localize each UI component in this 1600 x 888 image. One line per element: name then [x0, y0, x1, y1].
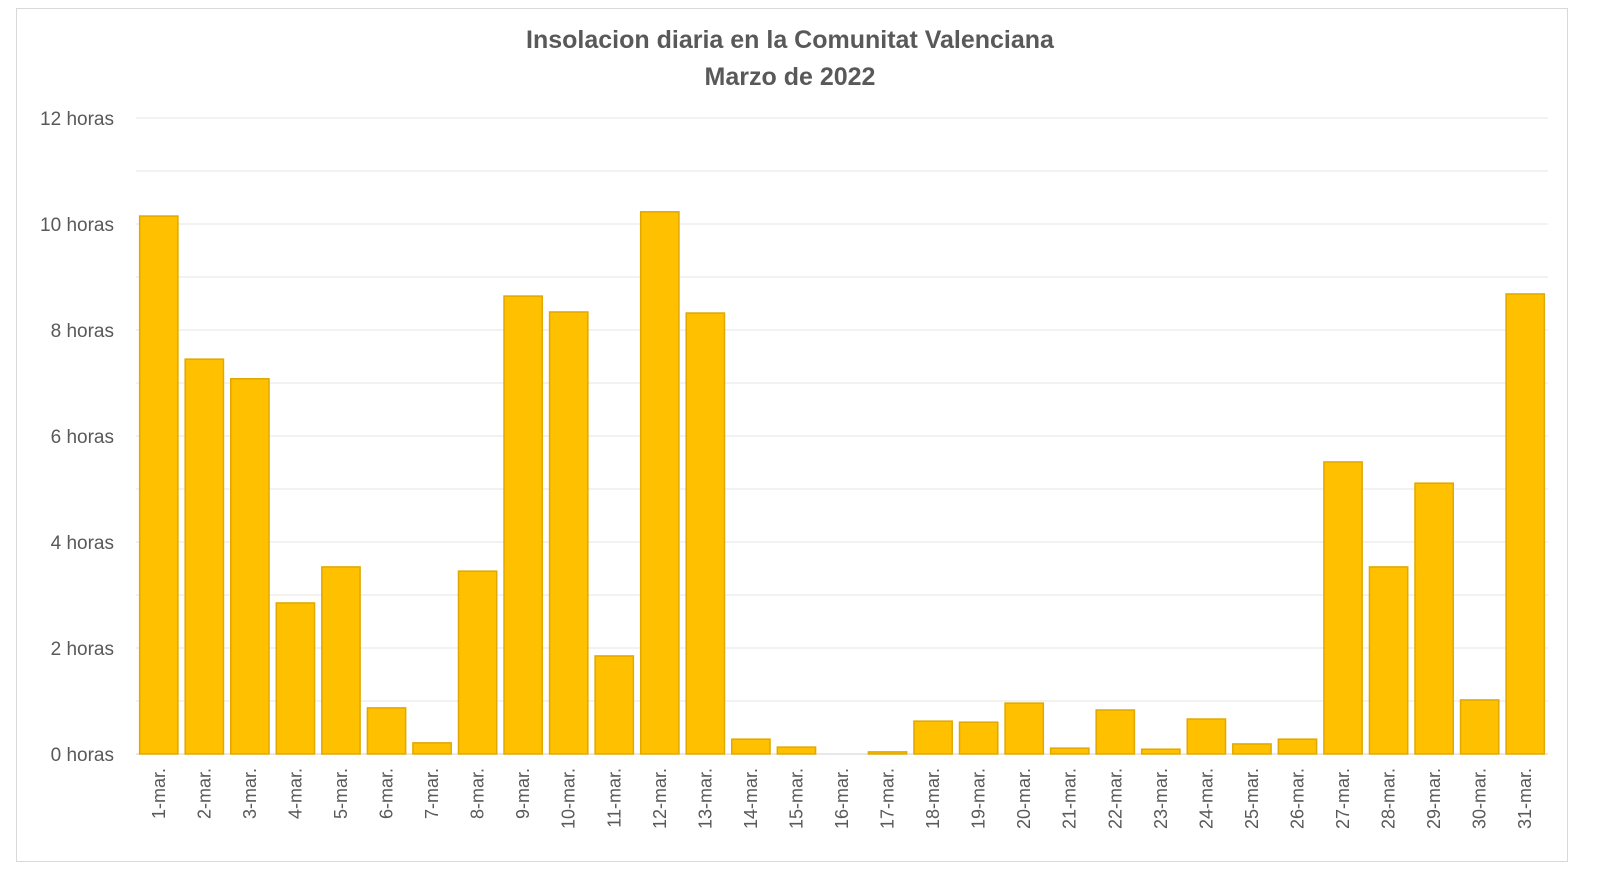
x-tick-label: 15-mar.	[786, 768, 806, 829]
chart-subtitle: Marzo de 2022	[705, 63, 876, 91]
bar	[731, 738, 771, 755]
x-tick-label: 26-mar.	[1287, 768, 1307, 829]
bar	[1505, 293, 1546, 755]
x-tick-label: 11-mar.	[604, 768, 624, 828]
bar	[457, 570, 498, 755]
y-tick-label: 2 horas	[51, 639, 114, 660]
x-tick-label: 4-mar.	[285, 768, 305, 819]
x-tick-label: 5-mar.	[331, 768, 351, 819]
x-tick-label: 27-mar.	[1333, 768, 1353, 829]
bar	[776, 746, 817, 755]
y-tick-label: 4 horas	[51, 533, 114, 554]
bar	[366, 707, 407, 755]
bar	[229, 378, 270, 755]
bar	[1004, 702, 1045, 755]
bar	[1095, 709, 1136, 755]
chart-title: Insolacion diaria en la Comunitat Valenc…	[526, 26, 1055, 54]
bar	[1140, 748, 1181, 755]
bar	[1414, 482, 1455, 755]
bar	[958, 721, 999, 755]
x-tick-label: 30-mar.	[1470, 768, 1490, 829]
x-tick-label: 14-mar.	[741, 768, 761, 829]
x-tick-label: 28-mar.	[1379, 768, 1399, 829]
bar	[548, 311, 589, 755]
x-tick-label: 12-mar.	[650, 768, 670, 829]
bar	[1186, 718, 1227, 755]
x-tick-label: 3-mar.	[240, 768, 260, 819]
x-tick-label: 9-mar.	[513, 768, 533, 819]
x-tick-label: 10-mar.	[559, 768, 579, 829]
x-tick-label: 19-mar.	[969, 768, 989, 829]
x-tick-label: 31-mar.	[1515, 768, 1535, 829]
x-tick-label: 24-mar.	[1196, 768, 1216, 829]
x-tick-label: 18-mar.	[923, 768, 943, 829]
x-tick-label: 16-mar.	[832, 768, 852, 829]
x-tick-label: 21-mar.	[1060, 768, 1080, 829]
x-tick-label: 7-mar.	[422, 768, 442, 819]
bar	[184, 358, 225, 755]
bar	[138, 215, 179, 755]
bar	[1368, 566, 1409, 755]
x-tick-label: 22-mar.	[1105, 768, 1125, 829]
bar	[867, 751, 908, 755]
x-tick-label: 6-mar.	[377, 768, 397, 819]
x-tick-label: 13-mar.	[695, 768, 715, 829]
bar	[1049, 747, 1090, 755]
x-tick-label: 25-mar.	[1242, 768, 1262, 829]
chart-frame	[16, 8, 1568, 862]
bar	[503, 295, 544, 755]
x-tick-label: 1-mar.	[149, 768, 169, 819]
y-tick-label: 10 horas	[40, 215, 114, 236]
x-tick-label: 8-mar.	[468, 768, 488, 819]
bar	[412, 742, 452, 755]
y-tick-label: 0 horas	[51, 745, 114, 766]
bar	[913, 720, 953, 755]
y-tick-label: 6 horas	[51, 427, 114, 448]
x-tick-label: 20-mar.	[1014, 768, 1034, 829]
y-tick-label: 8 horas	[51, 321, 114, 342]
y-tick-label: 12 horas	[40, 109, 114, 130]
bar	[1323, 461, 1363, 755]
x-tick-label: 17-mar.	[878, 768, 898, 829]
bar	[639, 211, 680, 755]
x-tick-label: 23-mar.	[1151, 768, 1171, 829]
bar	[1232, 743, 1272, 755]
bar	[685, 312, 726, 755]
x-tick-label: 2-mar.	[194, 768, 214, 819]
bar	[321, 566, 361, 755]
bar	[1459, 699, 1500, 755]
x-tick-label: 29-mar.	[1424, 768, 1444, 829]
bar	[1277, 738, 1318, 755]
bar	[275, 602, 316, 755]
bar	[594, 655, 635, 755]
